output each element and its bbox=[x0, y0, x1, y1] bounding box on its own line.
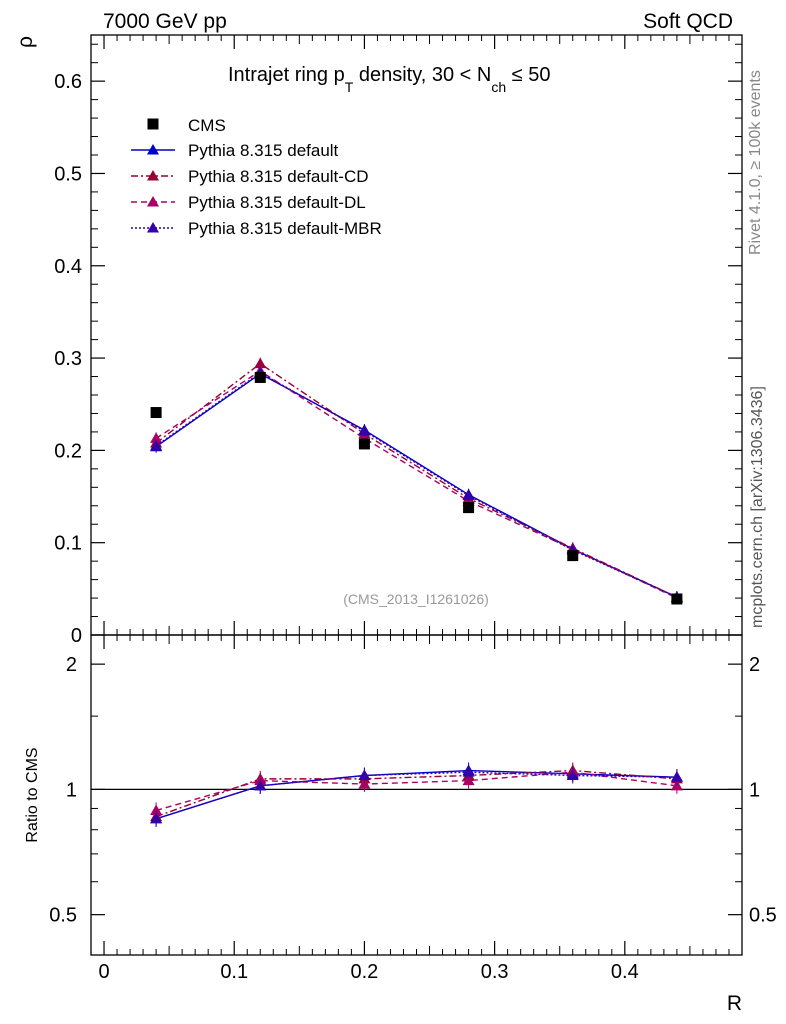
ratio-y-tick-label-right: 2 bbox=[749, 654, 760, 676]
main-y-tick-label: 0.5 bbox=[54, 163, 82, 185]
legend-cms-marker bbox=[147, 118, 159, 130]
ratio-series-point bbox=[358, 769, 371, 781]
ratio-y-tick-label-right: 1 bbox=[749, 779, 760, 801]
cms-data-point bbox=[671, 593, 683, 605]
analysis-watermark: (CMS_2013_I1261026) bbox=[343, 591, 489, 607]
ratio-series-line bbox=[155, 769, 677, 820]
main-series-line bbox=[155, 362, 678, 598]
legend-marker bbox=[147, 222, 159, 233]
ratio-series-point bbox=[150, 812, 163, 824]
x-tick-label: 0.3 bbox=[481, 961, 509, 983]
x-tick-label: 0 bbox=[98, 961, 109, 983]
ratio-series-point bbox=[254, 779, 267, 791]
ratio-series-line bbox=[155, 771, 677, 812]
main-series-line bbox=[155, 372, 678, 598]
x-tick-label: 0.1 bbox=[220, 961, 248, 983]
mcplots-label: mcplots.cern.ch [arXiv:1306.3436] bbox=[749, 386, 766, 628]
main-series-point bbox=[254, 357, 267, 369]
title-part-1: Intrajet ring p bbox=[228, 64, 345, 86]
main-series-line bbox=[155, 370, 678, 599]
legend-label: Pythia 8.315 default-DL bbox=[188, 193, 366, 212]
ratio-series-point bbox=[670, 771, 683, 782]
chart-title: Intrajet ring pT density, 30 < Nch ≤ 50 bbox=[228, 64, 550, 95]
ratio-series-line bbox=[155, 771, 677, 820]
x-axis-label: R bbox=[727, 992, 742, 1015]
ratio-y-tick-label: 0.5 bbox=[49, 905, 77, 927]
main-y-tick-label: 0.3 bbox=[54, 348, 82, 370]
title-sub-2: ch bbox=[491, 79, 506, 95]
ratio-y-tick-label: 1 bbox=[66, 779, 77, 801]
cms-data-point bbox=[150, 407, 162, 419]
x-tick-label: 0.2 bbox=[351, 961, 379, 983]
cms-data-point bbox=[567, 550, 579, 562]
ratio-panel-frame bbox=[90, 634, 743, 956]
main-series-line bbox=[155, 372, 678, 598]
ratio-series-point bbox=[462, 766, 475, 777]
ratio-series-point bbox=[150, 804, 163, 815]
legend-label: Pythia 8.315 default-CD bbox=[188, 167, 369, 186]
legend-cms-label: CMS bbox=[188, 116, 226, 135]
rivet-label: Rivet 4.1.0, ≥ 100k events bbox=[747, 70, 764, 255]
ratio-y-tick-label: 2 bbox=[66, 654, 77, 676]
main-y-tick-label: 0.4 bbox=[54, 256, 82, 278]
title-part-3: ≤ 50 bbox=[506, 64, 550, 86]
main-y-tick-label: 0 bbox=[71, 625, 82, 647]
cms-data-point bbox=[463, 502, 475, 514]
cms-data-point bbox=[358, 438, 370, 450]
ratio-y-axis-label: Ratio to CMS bbox=[24, 747, 41, 842]
legend-label: Pythia 8.315 default-MBR bbox=[188, 219, 382, 238]
main-series-point bbox=[462, 489, 475, 501]
main-y-tick-label: 0.2 bbox=[54, 440, 82, 462]
header-left: 7000 GeV pp bbox=[103, 10, 227, 33]
main-series-point bbox=[150, 432, 163, 443]
main-series-point bbox=[358, 425, 371, 436]
cms-data-point bbox=[254, 371, 266, 383]
main-series-point bbox=[150, 439, 163, 451]
legend-marker bbox=[147, 144, 159, 155]
main-y-tick-label: 0.1 bbox=[54, 533, 82, 555]
title-part-2: density, 30 < N bbox=[353, 64, 491, 86]
legend-marker bbox=[147, 196, 159, 207]
main-y-axis-label: ρ bbox=[14, 36, 37, 48]
legend-marker bbox=[147, 170, 159, 181]
x-tick-label: 0.4 bbox=[611, 961, 639, 983]
header-right: Soft QCD bbox=[643, 10, 733, 33]
main-y-tick-label: 0.6 bbox=[54, 71, 82, 93]
title-sub-1: T bbox=[345, 79, 354, 95]
legend-label: Pythia 8.315 default bbox=[188, 141, 339, 160]
ratio-y-tick-label-right: 0.5 bbox=[749, 905, 777, 927]
ratio-series-point bbox=[566, 769, 579, 781]
